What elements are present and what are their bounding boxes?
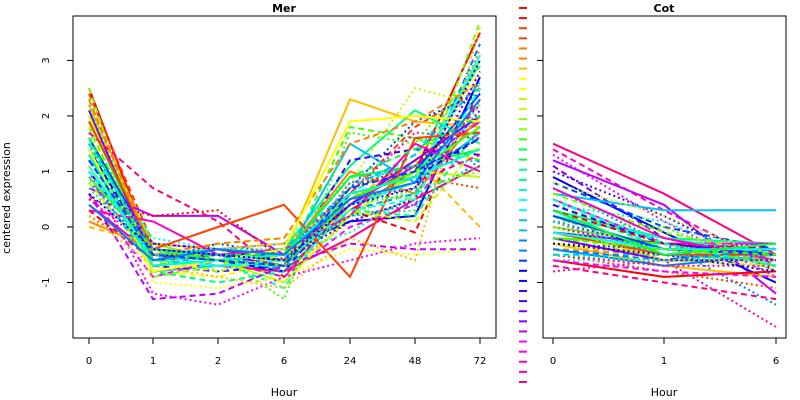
cot-x-axis-label: Hour xyxy=(651,386,678,399)
series-line xyxy=(88,114,481,273)
mer-x-axis-label: Hour xyxy=(271,386,298,399)
series-line xyxy=(552,192,776,212)
y-tick-label: 0 xyxy=(41,224,52,230)
y-tick-label: 3 xyxy=(41,57,52,63)
x-tick-label: 6 xyxy=(773,356,779,367)
series-line xyxy=(88,82,481,273)
series-line xyxy=(552,237,777,256)
x-tick-label: 1 xyxy=(661,356,667,367)
series-line xyxy=(552,187,777,306)
series-line xyxy=(552,259,777,278)
x-tick-label: 72 xyxy=(474,356,487,367)
mer-x-axis: 0 1 2 6 24 48 72 xyxy=(86,338,487,367)
series-line xyxy=(552,253,776,267)
mer-panel-title: Mer xyxy=(272,2,296,15)
mer-y-axis: -1 0 1 2 3 xyxy=(41,57,73,287)
y-tick-label: 1 xyxy=(41,168,52,174)
series-line xyxy=(552,198,777,267)
series-line xyxy=(552,264,777,301)
x-tick-label: 0 xyxy=(550,356,556,367)
x-tick-label: 0 xyxy=(86,356,92,367)
y-tick-label: 2 xyxy=(41,113,52,119)
series-line xyxy=(88,59,481,262)
series-line xyxy=(552,203,777,256)
cot-y-ticks xyxy=(537,59,543,283)
mer-series-lines xyxy=(88,21,481,306)
cot-x-axis: 0 1 6 xyxy=(550,338,779,367)
series-line xyxy=(552,142,777,256)
series-line xyxy=(88,104,481,262)
series-line xyxy=(88,98,481,262)
x-tick-label: 2 xyxy=(215,356,221,367)
cot-panel-title: Cot xyxy=(654,2,675,15)
x-tick-label: 24 xyxy=(344,356,357,367)
series-line xyxy=(552,226,776,262)
series-line xyxy=(552,209,777,256)
series-line xyxy=(88,115,481,262)
y-axis-label: centered expression xyxy=(0,142,13,254)
series-line xyxy=(552,170,777,273)
x-tick-label: 6 xyxy=(281,356,287,367)
cot-series-lines xyxy=(552,142,777,328)
series-line xyxy=(88,81,481,256)
series-line xyxy=(88,137,481,267)
x-tick-label: 1 xyxy=(150,356,156,367)
series-line xyxy=(88,143,481,273)
series-line xyxy=(552,259,777,278)
series-line xyxy=(552,159,777,295)
y-tick-label: -1 xyxy=(41,277,52,287)
series-line xyxy=(88,115,481,251)
series-line xyxy=(88,71,481,262)
series-line xyxy=(552,181,777,262)
color-key-strip xyxy=(519,7,527,383)
x-tick-label: 48 xyxy=(409,356,422,367)
